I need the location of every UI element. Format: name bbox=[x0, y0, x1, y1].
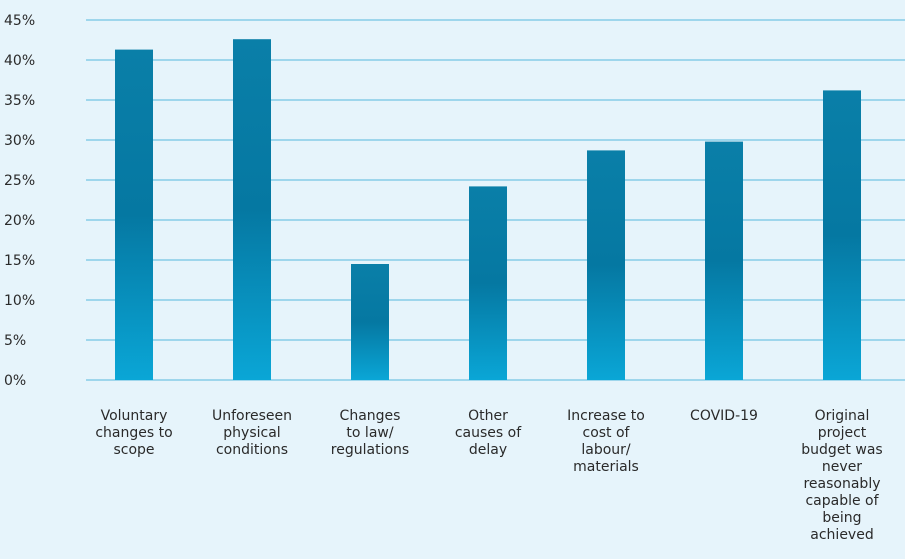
y-tick-label: 45% bbox=[4, 13, 35, 29]
y-axis-ticks: 0% 5% 10% 15% 20% 25% 30% 35% 40% 45% bbox=[4, 13, 35, 389]
y-tick-label: 0% bbox=[4, 373, 26, 389]
x-axis-labels: Voluntary changes to scope Unforeseen physic… bbox=[95, 408, 882, 543]
bar bbox=[823, 90, 861, 381]
y-tick-label: 40% bbox=[4, 53, 35, 69]
x-category-label-line: scope bbox=[113, 442, 154, 458]
bar bbox=[351, 264, 389, 380]
x-category-label: Changes to law/regulations bbox=[331, 408, 409, 458]
y-tick-label: 25% bbox=[4, 173, 35, 189]
bar bbox=[587, 150, 625, 380]
x-category-label-line: Unforeseen bbox=[212, 408, 292, 424]
x-category-label: Voluntary changes to scope bbox=[95, 408, 172, 458]
x-category-label-line: reasonably bbox=[803, 476, 880, 492]
x-category-label-line: project bbox=[818, 425, 867, 441]
x-category-label: Unforeseen physical conditions bbox=[212, 408, 292, 458]
x-category-label: Other causes of delay bbox=[455, 408, 522, 458]
x-category-label-line: being bbox=[822, 510, 861, 526]
x-category-label-line: budget was bbox=[801, 442, 882, 458]
bar bbox=[705, 141, 743, 380]
y-tick-label: 5% bbox=[4, 333, 26, 349]
x-category-label: Original project budget was never reasonably… bbox=[801, 408, 882, 543]
x-category-label-line: cost of bbox=[583, 425, 631, 441]
x-category-label-line: Changes bbox=[340, 408, 401, 424]
x-category-label-line: physical bbox=[223, 425, 280, 441]
x-category-label-line: delay bbox=[469, 442, 507, 458]
y-tick-label: 15% bbox=[4, 253, 35, 269]
x-category-label-line: Voluntary bbox=[101, 408, 168, 424]
x-category-label-line: to law/ bbox=[346, 425, 393, 441]
bar bbox=[115, 49, 153, 380]
x-category-label-line: never bbox=[822, 459, 862, 475]
x-category-label-line: achieved bbox=[810, 527, 873, 543]
y-tick-label: 20% bbox=[4, 213, 35, 229]
bars bbox=[115, 39, 861, 381]
x-category-label-line: labour/ bbox=[581, 442, 631, 458]
x-category-label-line: causes of bbox=[455, 425, 522, 441]
y-tick-label: 35% bbox=[4, 93, 35, 109]
y-tick-label: 10% bbox=[4, 293, 35, 309]
x-category-label-line: materials bbox=[573, 459, 639, 475]
x-category-label-line: Original bbox=[815, 408, 870, 424]
bar bbox=[233, 39, 271, 380]
y-tick-label: 30% bbox=[4, 133, 35, 149]
x-category-label-line: Increase to bbox=[567, 408, 645, 424]
x-category-label: COVID-19 bbox=[690, 408, 758, 424]
bar bbox=[469, 186, 507, 380]
x-category-label-line: COVID-19 bbox=[690, 408, 758, 424]
x-category-label: Increase to cost of labour/materials bbox=[567, 408, 645, 475]
x-category-label-line: Other bbox=[468, 408, 508, 424]
x-category-label-line: capable of bbox=[805, 493, 879, 509]
x-category-label-line: regulations bbox=[331, 442, 409, 458]
x-category-label-line: conditions bbox=[216, 442, 288, 458]
x-category-label-line: changes to bbox=[95, 425, 172, 441]
